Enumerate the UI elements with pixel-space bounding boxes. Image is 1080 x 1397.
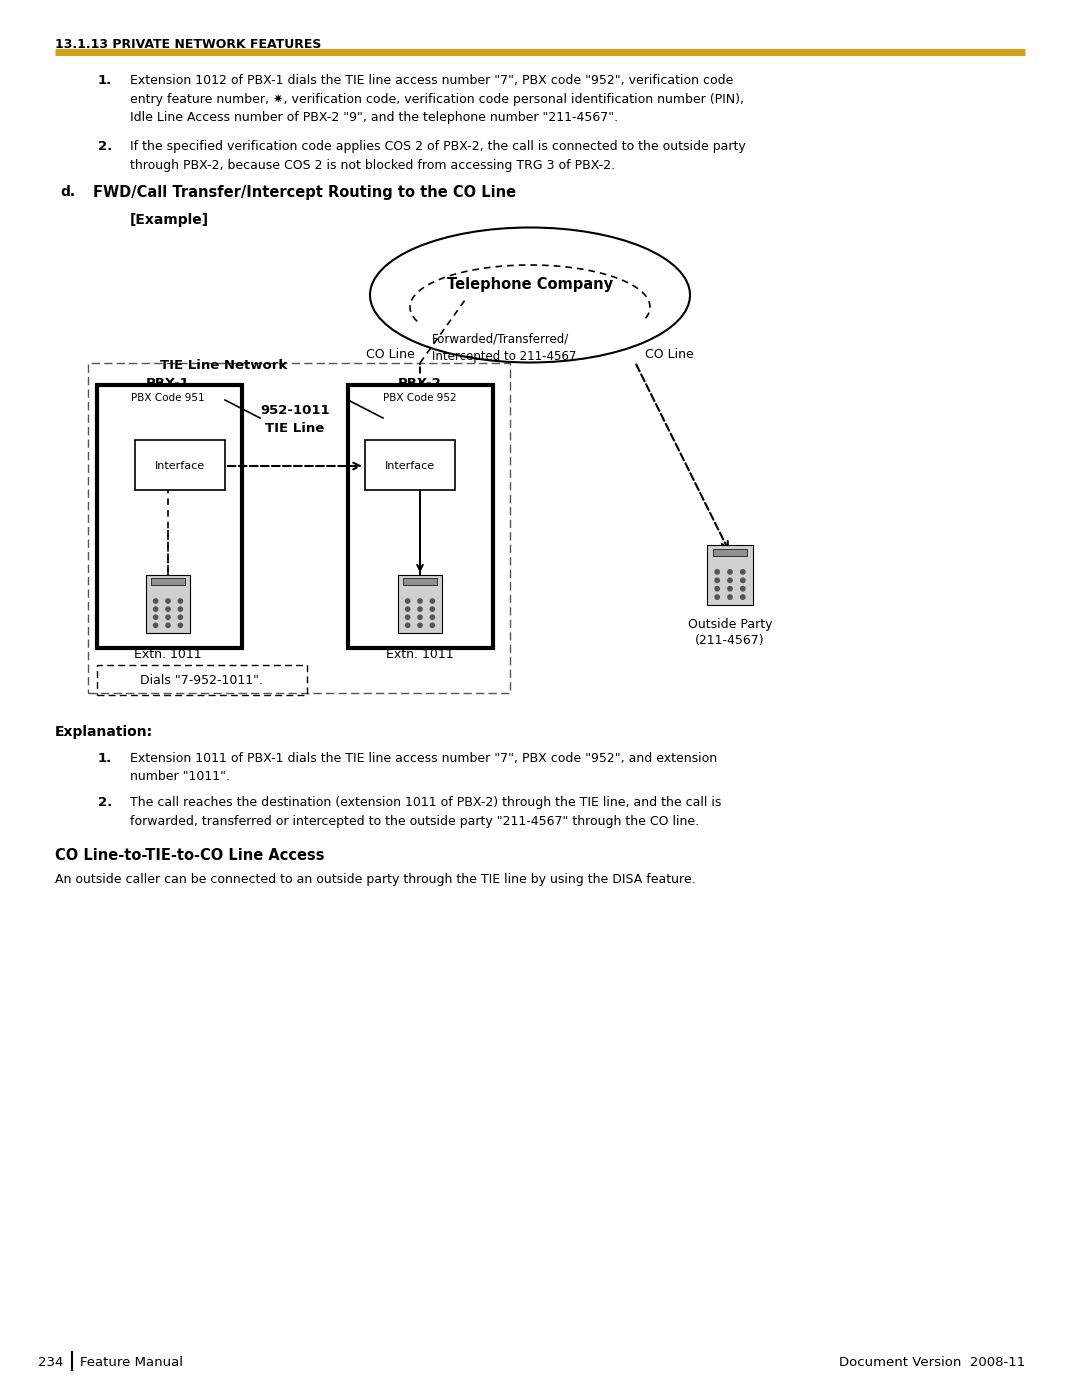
Circle shape [728, 570, 732, 574]
Text: If the specified verification code applies COS 2 of PBX-2, the call is connected: If the specified verification code appli… [130, 140, 746, 172]
Circle shape [741, 570, 745, 574]
Text: Feature Manual: Feature Manual [80, 1355, 183, 1369]
Text: 1.: 1. [98, 752, 112, 766]
Text: PBX Code 952: PBX Code 952 [383, 393, 457, 402]
Circle shape [715, 578, 719, 583]
Bar [348, 386, 492, 648]
Bar [365, 440, 455, 490]
Bar [135, 440, 225, 490]
Text: PBX-1: PBX-1 [146, 377, 190, 390]
Text: FWD/Call Transfer/Intercept Routing to the CO Line: FWD/Call Transfer/Intercept Routing to t… [93, 184, 516, 200]
Text: 952-1011: 952-1011 [260, 404, 329, 416]
Circle shape [430, 615, 434, 619]
Circle shape [153, 615, 158, 619]
Text: CO Line: CO Line [645, 348, 693, 362]
Text: 13.1.13 PRIVATE NETWORK FEATURES: 13.1.13 PRIVATE NETWORK FEATURES [55, 38, 322, 52]
Circle shape [715, 595, 719, 599]
Text: The call reaches the destination (extension 1011 of PBX-2) through the TIE line,: The call reaches the destination (extens… [130, 796, 721, 827]
Circle shape [418, 606, 422, 612]
Bar [397, 576, 442, 633]
Text: Outside Party: Outside Party [688, 617, 772, 631]
Circle shape [741, 578, 745, 583]
Circle shape [430, 599, 434, 604]
Circle shape [715, 587, 719, 591]
Circle shape [153, 606, 158, 612]
Bar [146, 576, 190, 633]
Text: 2.: 2. [98, 796, 112, 809]
Text: Interface: Interface [384, 461, 435, 471]
Text: Explanation:: Explanation: [55, 725, 153, 739]
Circle shape [405, 599, 409, 604]
Text: 2.: 2. [98, 140, 112, 154]
Text: [Example]: [Example] [130, 212, 210, 226]
Circle shape [178, 623, 183, 627]
Circle shape [728, 587, 732, 591]
Text: CO Line-to-TIE-to-CO Line Access: CO Line-to-TIE-to-CO Line Access [55, 848, 324, 863]
Circle shape [418, 623, 422, 627]
Circle shape [405, 606, 409, 612]
Text: CO Line: CO Line [366, 348, 415, 362]
Text: PBX-2: PBX-2 [399, 377, 442, 390]
Text: Forwarded/Transferred/
Intercepted to 211-4567: Forwarded/Transferred/ Intercepted to 21… [432, 332, 577, 363]
Bar [707, 545, 753, 605]
Circle shape [430, 623, 434, 627]
Text: d.: d. [60, 184, 76, 198]
Circle shape [418, 615, 422, 619]
Circle shape [178, 606, 183, 612]
Circle shape [741, 587, 745, 591]
Text: Document Version  2008-11: Document Version 2008-11 [839, 1355, 1025, 1369]
Circle shape [166, 623, 171, 627]
Circle shape [178, 615, 183, 619]
Circle shape [178, 599, 183, 604]
Bar [403, 578, 436, 585]
Bar [713, 549, 747, 556]
Circle shape [405, 623, 409, 627]
Circle shape [728, 578, 732, 583]
Circle shape [405, 615, 409, 619]
Text: 1.: 1. [98, 74, 112, 87]
Text: Interface: Interface [154, 461, 205, 471]
Text: PBX Code 951: PBX Code 951 [131, 393, 205, 402]
Circle shape [430, 606, 434, 612]
Bar [151, 578, 185, 585]
Circle shape [741, 595, 745, 599]
Text: Extn. 1011: Extn. 1011 [134, 648, 202, 661]
Text: 234: 234 [38, 1355, 63, 1369]
Text: Telephone Company: Telephone Company [447, 278, 613, 292]
Text: Dials "7-952-1011".: Dials "7-952-1011". [140, 675, 264, 687]
Circle shape [728, 595, 732, 599]
Circle shape [153, 599, 158, 604]
Circle shape [166, 599, 171, 604]
Text: TIE Line Network: TIE Line Network [160, 359, 287, 372]
Circle shape [153, 623, 158, 627]
Circle shape [166, 615, 171, 619]
Circle shape [418, 599, 422, 604]
Text: TIE Line: TIE Line [266, 422, 325, 434]
Text: Extension 1011 of PBX-1 dials the TIE line access number "7", PBX code "952", an: Extension 1011 of PBX-1 dials the TIE li… [130, 752, 717, 784]
Text: (211-4567): (211-4567) [696, 634, 765, 647]
Circle shape [715, 570, 719, 574]
Bar [97, 386, 242, 648]
Text: Extn. 1011: Extn. 1011 [387, 648, 454, 661]
Text: Extension 1012 of PBX-1 dials the TIE line access number "7", PBX code "952", ve: Extension 1012 of PBX-1 dials the TIE li… [130, 74, 744, 124]
Text: An outside caller can be connected to an outside party through the TIE line by u: An outside caller can be connected to an… [55, 873, 696, 886]
Circle shape [166, 606, 171, 612]
